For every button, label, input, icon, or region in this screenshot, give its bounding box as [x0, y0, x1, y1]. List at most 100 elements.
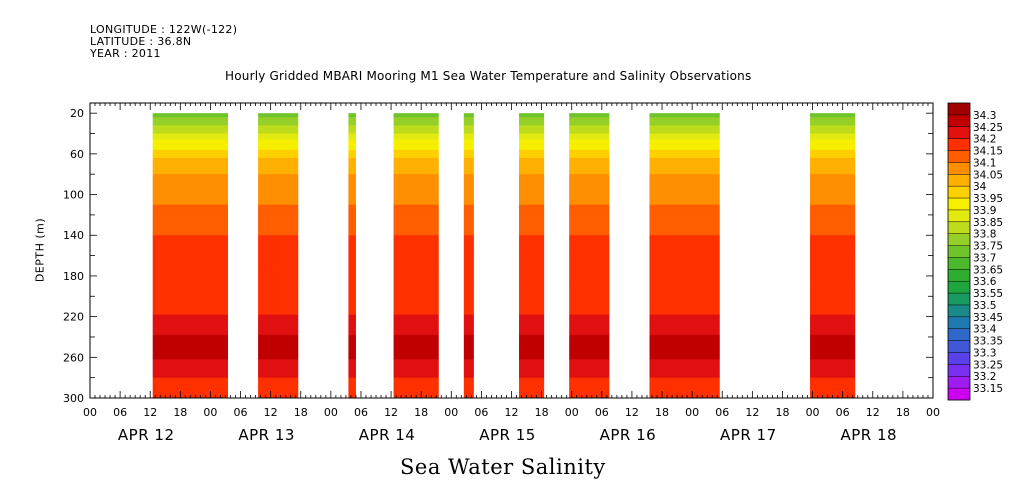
salinity-cell [258, 375, 299, 379]
colorbar-label: 33.3 [973, 347, 996, 359]
salinity-cell [393, 137, 439, 141]
x-tick-label: 12 [625, 406, 639, 419]
salinity-cell [649, 371, 720, 374]
salinity-cell [393, 373, 439, 377]
salinity-cell [569, 339, 610, 342]
salinity-cell [152, 162, 228, 165]
salinity-cell [463, 290, 474, 293]
salinity-cell [393, 210, 439, 214]
salinity-cell [519, 273, 545, 277]
salinity-cell [152, 123, 228, 126]
salinity-cell [348, 125, 356, 128]
salinity-cell [810, 155, 856, 159]
salinity-cell [649, 336, 720, 340]
salinity-cell [649, 324, 720, 328]
salinity-cell [569, 334, 610, 338]
salinity-cell [810, 292, 856, 295]
salinity-cell [569, 147, 610, 151]
salinity-cell [393, 322, 439, 326]
salinity-cell [810, 273, 856, 277]
salinity-cell [810, 361, 856, 364]
salinity-cell [348, 371, 356, 374]
salinity-cell [152, 314, 228, 318]
colorbar-swatch [948, 293, 970, 306]
salinity-cell [569, 391, 610, 395]
salinity-cell [519, 200, 545, 204]
salinity-cell [810, 149, 856, 153]
salinity-cell [649, 328, 720, 332]
salinity-cell [649, 247, 720, 250]
salinity-cell [258, 235, 299, 238]
salinity-cell [152, 369, 228, 372]
salinity-cell [152, 365, 228, 368]
salinity-cell [463, 280, 474, 283]
salinity-cell [649, 314, 720, 318]
salinity-cell [393, 355, 439, 358]
salinity-cell [463, 375, 474, 379]
salinity-cell [810, 332, 856, 336]
salinity-cell [348, 223, 356, 226]
salinity-cell [519, 249, 545, 252]
salinity-cell [519, 328, 545, 332]
salinity-cell [463, 147, 474, 151]
salinity-cell [810, 221, 856, 224]
salinity-cell [348, 379, 356, 383]
salinity-cell [393, 113, 439, 116]
salinity-cell [810, 365, 856, 368]
y-tick-label: 180 [63, 270, 84, 283]
salinity-cell [463, 212, 474, 216]
colorbar-swatch [948, 352, 970, 365]
salinity-cell [569, 243, 610, 246]
salinity-cell [810, 257, 856, 261]
salinity-cell [152, 385, 228, 389]
salinity-cell [152, 282, 228, 285]
colorbar-label: 34 [973, 181, 987, 193]
salinity-cell [348, 320, 356, 324]
salinity-cell [393, 367, 439, 370]
salinity-cell [348, 176, 356, 179]
colorbar-swatch [948, 376, 970, 389]
salinity-cell [649, 255, 720, 259]
salinity-cell [569, 263, 610, 267]
salinity-cell [463, 204, 474, 208]
salinity-cell [258, 245, 299, 248]
x-tick-label: 06 [836, 406, 850, 419]
salinity-cell [152, 235, 228, 238]
salinity-cell [258, 255, 299, 259]
salinity-cell [348, 334, 356, 338]
salinity-cell [152, 139, 228, 143]
salinity-cell [393, 273, 439, 277]
salinity-cell [569, 119, 610, 122]
salinity-cell [569, 206, 610, 210]
salinity-cell [810, 194, 856, 197]
salinity-cell [393, 275, 439, 279]
salinity-cell [348, 210, 356, 214]
salinity-cell [569, 347, 610, 350]
salinity-cell [348, 141, 356, 145]
colorbar-label: 33.4 [973, 324, 997, 336]
salinity-cell [258, 381, 299, 385]
salinity-cell [348, 383, 356, 387]
salinity-cell [463, 269, 474, 273]
salinity-cell [649, 188, 720, 191]
salinity-cell [393, 255, 439, 259]
salinity-cell [393, 121, 439, 124]
salinity-cell [152, 271, 228, 275]
salinity-cell [348, 155, 356, 159]
salinity-cell [258, 241, 299, 244]
colorbar-swatch [948, 162, 970, 175]
salinity-cell [348, 387, 356, 391]
salinity-cell [569, 196, 610, 200]
salinity-cell [152, 227, 228, 230]
salinity-cell [810, 121, 856, 124]
x-tick-label: 18 [896, 406, 910, 419]
salinity-cell [258, 164, 299, 167]
salinity-cell [649, 159, 720, 163]
y-tick-label: 260 [63, 351, 84, 364]
salinity-cell [152, 233, 228, 236]
salinity-cell [649, 393, 720, 397]
salinity-cell [810, 241, 856, 244]
salinity-cell [810, 308, 856, 311]
salinity-cell [810, 204, 856, 208]
salinity-cell [258, 135, 299, 138]
